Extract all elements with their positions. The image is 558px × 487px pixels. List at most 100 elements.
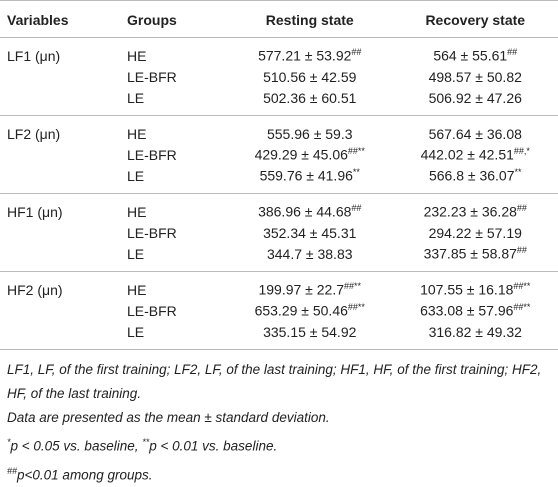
- resting-cell: 344.7 ± 38.83: [227, 243, 393, 272]
- resting-cell: 335.15 ± 54.92: [227, 321, 393, 350]
- significance-mark: ##**: [348, 302, 365, 312]
- recovery-cell: 294.22 ± 57.19: [393, 222, 558, 243]
- footnote: *p < 0.05 vs. baseline, **p < 0.01 vs. b…: [7, 430, 551, 459]
- cell-value: 559.76 ± 41.96: [260, 168, 353, 184]
- group-cell: LE-BFR: [127, 66, 227, 87]
- recovery-cell: 567.64 ± 36.08: [393, 116, 558, 145]
- data-table: Variables Groups Resting state Recovery …: [0, 0, 558, 350]
- significance-mark: ##**: [348, 146, 365, 156]
- significance-mark: ##: [351, 47, 361, 57]
- resting-cell: 510.56 ± 42.59: [227, 66, 393, 87]
- footnote: Data are presented as the mean ± standar…: [7, 406, 551, 430]
- recovery-cell: 442.02 ± 42.51##,*: [393, 144, 558, 165]
- recovery-cell: 316.82 ± 49.32: [393, 321, 558, 350]
- cell-value: 566.8 ± 36.07: [429, 168, 515, 184]
- footnote-text: LF1, LF, of the first training; LF2, LF,…: [7, 362, 541, 401]
- cell-value: 337.85 ± 58.87: [424, 246, 517, 262]
- cell-value: 199.97 ± 22.7: [258, 282, 344, 298]
- cell-value: 232.23 ± 36.28: [424, 204, 517, 220]
- variable-cell: HF1 (μn): [0, 194, 127, 223]
- variable-cell: [0, 165, 127, 194]
- group-cell: LE-BFR: [127, 300, 227, 321]
- recovery-cell: 107.55 ± 16.18##**: [393, 272, 558, 301]
- footnote-text: p < 0.05 vs. baseline,: [11, 439, 143, 454]
- group-cell: HE: [127, 38, 227, 67]
- table-row: LE 335.15 ± 54.92 316.82 ± 49.32: [0, 321, 558, 350]
- resting-cell: 386.96 ± 44.68##: [227, 194, 393, 223]
- variable-cell: [0, 66, 127, 87]
- table-row: LE-BFR 429.29 ± 45.06##** 442.02 ± 42.51##…: [0, 144, 558, 165]
- significance-mark: ##,*: [514, 146, 530, 156]
- significance-mark: ##: [507, 47, 517, 57]
- table-row: LE-BFR 352.34 ± 45.31 294.22 ± 57.19: [0, 222, 558, 243]
- table-row: LE 344.7 ± 38.83 337.85 ± 58.87##: [0, 243, 558, 272]
- cell-value: 429.29 ± 45.06: [255, 147, 348, 163]
- variable-cell: [0, 87, 127, 116]
- cell-value: 498.57 ± 50.82: [429, 69, 522, 85]
- cell-value: 502.36 ± 60.51: [263, 90, 356, 106]
- header-cell: Variables: [0, 1, 127, 38]
- cell-value: 107.55 ± 16.18: [420, 282, 513, 298]
- significance-mark: ##: [351, 203, 361, 213]
- footnote-text: p<0.01 among groups.: [17, 467, 152, 482]
- recovery-cell: 564 ± 55.61##: [393, 38, 558, 67]
- footnote-text: p < 0.01 vs. baseline.: [149, 439, 277, 454]
- group-cell: LE: [127, 321, 227, 350]
- table-row: LE-BFR 510.56 ± 42.59 498.57 ± 50.82: [0, 66, 558, 87]
- significance-mark: ##: [517, 203, 527, 213]
- cell-value: 352.34 ± 45.31: [263, 225, 356, 241]
- variable-cell: [0, 243, 127, 272]
- significance-mark: ##: [517, 245, 527, 255]
- group-cell: LE: [127, 165, 227, 194]
- resting-cell: 577.21 ± 53.92##: [227, 38, 393, 67]
- recovery-cell: 337.85 ± 58.87##: [393, 243, 558, 272]
- resting-cell: 352.34 ± 45.31: [227, 222, 393, 243]
- cell-value: 335.15 ± 54.92: [263, 324, 356, 340]
- variable-cell: [0, 321, 127, 350]
- variable-cell: LF1 (μn): [0, 38, 127, 67]
- group-cell: HE: [127, 272, 227, 301]
- group-cell: LE-BFR: [127, 144, 227, 165]
- group-cell: LE: [127, 243, 227, 272]
- group-cell: HE: [127, 194, 227, 223]
- cell-value: 510.56 ± 42.59: [263, 69, 356, 85]
- variable-cell: [0, 300, 127, 321]
- significance-mark: ##**: [513, 302, 530, 312]
- resting-cell: 502.36 ± 60.51: [227, 87, 393, 116]
- footnote-text: Data are presented as the mean ± standar…: [7, 410, 330, 425]
- resting-cell: 199.97 ± 22.7##**: [227, 272, 393, 301]
- table-row: LE 502.36 ± 60.51 506.92 ± 47.26: [0, 87, 558, 116]
- footnote: ##p<0.01 among groups.: [7, 459, 551, 487]
- variable-cell: [0, 222, 127, 243]
- cell-value: 442.02 ± 42.51: [421, 147, 514, 163]
- cell-value: 344.7 ± 38.83: [267, 246, 353, 262]
- recovery-cell: 566.8 ± 36.07**: [393, 165, 558, 194]
- significance-mark: **: [515, 167, 522, 177]
- group-cell: LE: [127, 87, 227, 116]
- group-cell: LE-BFR: [127, 222, 227, 243]
- cell-value: 567.64 ± 36.08: [429, 126, 522, 142]
- cell-value: 633.08 ± 57.96: [420, 303, 513, 319]
- resting-cell: 653.29 ± 50.46##**: [227, 300, 393, 321]
- header-cell: Resting state: [227, 1, 393, 38]
- recovery-cell: 506.92 ± 47.26: [393, 87, 558, 116]
- cell-value: 555.96 ± 59.3: [267, 126, 353, 142]
- variable-cell: LF2 (μn): [0, 116, 127, 145]
- resting-cell: 559.76 ± 41.96**: [227, 165, 393, 194]
- footnote-mark: ##: [7, 466, 17, 476]
- cell-value: 564 ± 55.61: [433, 48, 507, 64]
- header-cell: Recovery state: [393, 1, 558, 38]
- recovery-cell: 232.23 ± 36.28##: [393, 194, 558, 223]
- footnotes: LF1, LF, of the first training; LF2, LF,…: [0, 350, 558, 487]
- variable-cell: [0, 144, 127, 165]
- cell-value: 653.29 ± 50.46: [255, 303, 348, 319]
- significance-mark: ##**: [513, 281, 530, 291]
